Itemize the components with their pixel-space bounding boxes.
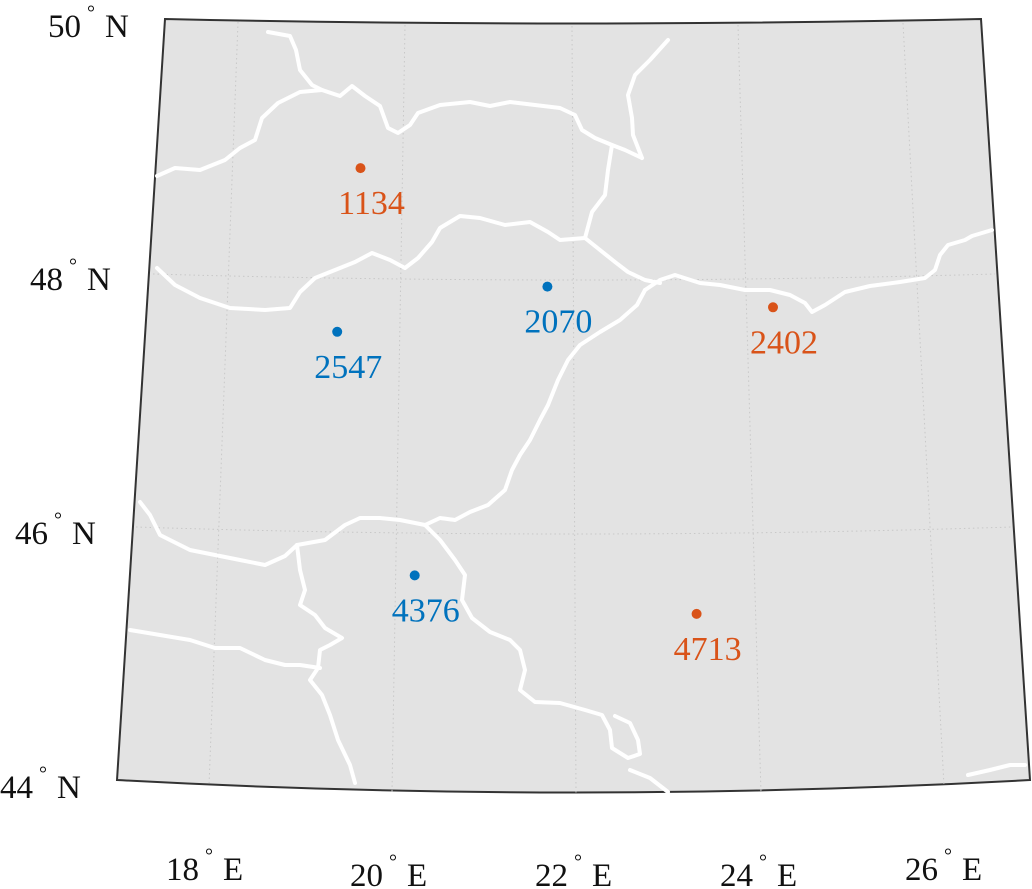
border-poland-ukraine bbox=[626, 38, 670, 160]
map-frame bbox=[115, 17, 1032, 794]
longitude-labels: 18 ° E 20 ° E 22 ° E 24 ° E 26 ° E bbox=[166, 845, 982, 889]
lon-label-18: 18 ° E bbox=[166, 845, 243, 888]
border-croatia-bosnia bbox=[128, 628, 322, 670]
border-croatia-serbia bbox=[295, 543, 357, 785]
graticule-parallel-46 bbox=[135, 526, 1013, 535]
lat-label-50: 50 ° N bbox=[48, 2, 129, 45]
point-marker-2402 bbox=[768, 302, 778, 313]
lon-label-20: 20 ° E bbox=[350, 851, 427, 889]
border-czechia-slovakia bbox=[155, 88, 324, 178]
graticule-meridian-24 bbox=[737, 24, 762, 794]
point-label-2547: 2547 bbox=[314, 349, 382, 386]
point-marker-1134 bbox=[355, 163, 366, 174]
data-points: 1134 2070 2547 2402 4376 4713 bbox=[314, 163, 818, 668]
point-label-4376: 4376 bbox=[392, 592, 460, 629]
country-borders bbox=[128, 30, 1027, 794]
border-slovakia-ukraine bbox=[583, 143, 614, 240]
border-poland-czechia bbox=[266, 30, 644, 160]
lon-label-26: 26 ° E bbox=[905, 845, 982, 888]
point-marker-4376 bbox=[409, 570, 420, 581]
graticule-meridian-26 bbox=[902, 22, 945, 787]
point-marker-2070 bbox=[542, 281, 553, 292]
border-serbia-romania bbox=[423, 523, 642, 760]
lat-label-46: 46 ° N bbox=[15, 509, 96, 552]
graticule-parallel-48 bbox=[152, 273, 996, 281]
border-romania-moldova bbox=[966, 763, 1027, 777]
graticule bbox=[135, 21, 1013, 796]
point-label-4713: 4713 bbox=[674, 631, 742, 668]
border-ukraine-romania bbox=[643, 228, 994, 314]
graticule-meridian-20 bbox=[391, 24, 406, 793]
latitude-labels: 50 ° N 48 ° N 46 ° N 44 ° N bbox=[0, 2, 129, 806]
border-hungary-croatia bbox=[138, 500, 427, 567]
lat-label-48: 48 ° N bbox=[30, 255, 111, 298]
lat-label-44: 44 ° N bbox=[0, 763, 81, 806]
point-label-2402: 2402 bbox=[750, 324, 818, 361]
point-marker-4713 bbox=[691, 608, 702, 619]
border-hungary-romania bbox=[423, 288, 647, 527]
point-label-1134: 1134 bbox=[338, 185, 405, 222]
lon-label-24: 24 ° E bbox=[720, 851, 797, 889]
border-slovakia-hungary bbox=[155, 214, 662, 312]
point-marker-2547 bbox=[332, 326, 343, 337]
border-serbia-bulgaria bbox=[628, 768, 670, 794]
lon-label-22: 22 ° E bbox=[535, 851, 612, 889]
point-label-2070: 2070 bbox=[524, 304, 592, 341]
graticule-meridian-18 bbox=[208, 21, 239, 787]
